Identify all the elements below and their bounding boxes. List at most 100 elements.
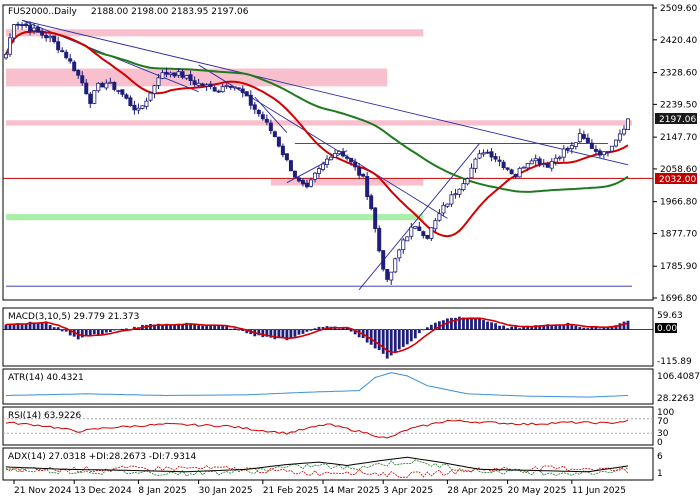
macd-histogram-bar (80, 329, 84, 338)
candle-up (393, 258, 398, 273)
macd-histogram-bar (558, 324, 562, 330)
macd-histogram-bar (277, 329, 281, 339)
macd-histogram-bar (345, 327, 349, 330)
macd-histogram-bar (570, 325, 574, 330)
macd-histogram-bar (429, 324, 433, 330)
macd-histogram-bar (490, 322, 493, 330)
macd-histogram-bar (618, 323, 622, 330)
candle-up (413, 226, 418, 229)
candle-up (152, 85, 157, 94)
macd-histogram-bar (257, 329, 261, 336)
macd-histogram-bar (261, 329, 265, 338)
candle-down (485, 151, 490, 154)
price-tick-label: 2509.60 (660, 4, 697, 14)
macd-histogram-bar (237, 329, 241, 331)
macd-histogram-bar (401, 329, 405, 347)
macd-histogram-bar (181, 324, 184, 330)
level-price-box (655, 173, 697, 184)
macd-histogram-bar (112, 329, 116, 331)
candle-down (124, 94, 129, 99)
macd-histogram-bar (48, 324, 52, 330)
trendline (286, 150, 348, 184)
atr-label: ATR(14) 40.4321 (8, 373, 84, 383)
date-tick-label: 20 May 2025 (508, 486, 567, 496)
rsi-tick-0: 0 (657, 438, 663, 448)
level-price-label: 2032.00 (659, 175, 696, 185)
macd-histogram-bar (510, 326, 514, 330)
macd-histogram-bar (44, 321, 48, 330)
candle-down (509, 169, 514, 175)
candle-down (296, 177, 301, 182)
macd-histogram-bar (193, 324, 197, 330)
candle-up (96, 82, 101, 92)
macd-histogram-bar (205, 325, 209, 330)
candle-down (56, 41, 61, 51)
macd-histogram-bar (417, 329, 421, 334)
candle-up (140, 105, 145, 109)
price-tick-label: 1877.70 (660, 229, 697, 239)
macd-tick-bottom: -115.89 (657, 357, 692, 367)
minus-di-line (5, 465, 629, 478)
macd-histogram-bar (96, 329, 100, 336)
candle-down (341, 151, 346, 157)
macd-histogram-bar (622, 321, 626, 330)
candle-down (120, 89, 125, 95)
candle-down (357, 167, 362, 176)
candle-up (317, 168, 322, 174)
date-tick-label: 21 Nov 2024 (14, 486, 72, 496)
rsi-panel[interactable] (2, 406, 654, 446)
macd-histogram-bar (4, 324, 8, 330)
candle-down (421, 231, 426, 237)
macd-histogram-bar (574, 325, 578, 330)
macd-label: MACD(3,10,5) 29.779 21.373 (8, 312, 139, 322)
macd-histogram-bar (586, 328, 590, 330)
candle-down (300, 179, 305, 185)
candle-down (252, 104, 257, 110)
macd-histogram-bar (32, 323, 36, 330)
candle-up (605, 151, 610, 153)
candle-down (260, 114, 265, 120)
candle-up (517, 167, 522, 178)
macd-histogram-bar (84, 329, 88, 337)
macd-histogram-bar (522, 326, 526, 330)
macd-histogram-bar (498, 325, 501, 330)
candle-down (361, 173, 366, 177)
candle-up (409, 226, 414, 237)
macd-panel[interactable] (2, 307, 654, 367)
candle-up (321, 163, 326, 170)
candle-down (16, 23, 21, 26)
macd-histogram-bar (437, 321, 441, 330)
price-tick-label: 1696.80 (660, 294, 697, 304)
atr-tick-bottom: 28.2263 (657, 394, 694, 404)
macd-histogram-bar (281, 329, 285, 339)
atr-panel[interactable] (2, 368, 654, 405)
candle-down (76, 69, 81, 76)
macd-histogram-bar (626, 320, 630, 330)
macd-histogram-bar (357, 329, 361, 338)
candle-up (224, 85, 229, 87)
price-tick-label: 2239.50 (660, 100, 697, 110)
candle-up (553, 157, 558, 163)
macd-histogram-bar (606, 326, 610, 330)
candle-down (284, 153, 289, 161)
candle-down (212, 87, 217, 92)
macd-histogram-bar (526, 326, 530, 330)
candle-down (164, 71, 169, 75)
candle-down (80, 75, 85, 84)
macd-histogram-bar (598, 328, 602, 330)
candle-up (232, 86, 237, 89)
candle-up (561, 148, 566, 158)
macd-histogram-bar (20, 324, 24, 330)
candle-up (329, 156, 334, 161)
resistance-zone (6, 29, 424, 37)
adx-tick-top: 6 (657, 452, 663, 462)
candle-up (621, 128, 626, 135)
slow-moving-average (5, 30, 629, 193)
candle-down (132, 104, 137, 111)
candle-up (525, 163, 530, 169)
candle-up (204, 84, 209, 87)
candle-up (92, 90, 97, 104)
candle-down (280, 145, 285, 156)
macd-histogram-bar (173, 324, 176, 330)
